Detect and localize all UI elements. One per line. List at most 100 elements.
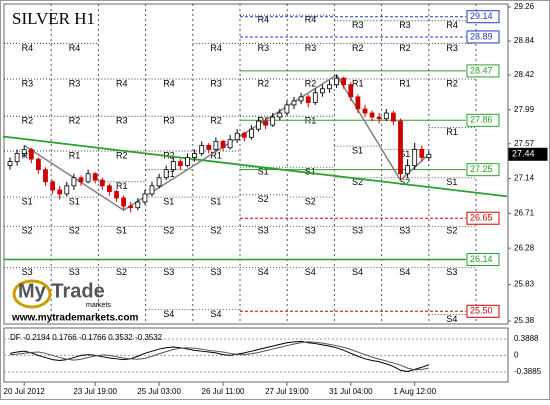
candle-body [21, 149, 27, 154]
indicator-line [9, 340, 430, 373]
candle-body [412, 149, 418, 167]
candle-body [57, 189, 63, 195]
indicator-header: DF -0.2194 0.1766 -0.1766 0.3532 -0.3532 [10, 333, 163, 342]
layer: 29.26 28.84 28.42 27.99 27.57 27.14 26.71 26.28… [2, 2, 548, 396]
level-box [466, 304, 500, 318]
candle-body [14, 153, 20, 162]
pivot-label: S3 [210, 267, 221, 277]
candle-body [405, 165, 411, 175]
candle-body [177, 161, 183, 167]
level-label: 28.47 [470, 65, 493, 75]
y-tick-label: 27.57 [514, 139, 535, 148]
candle-body [156, 177, 162, 187]
pivot-label: S4 [163, 309, 174, 319]
candle-body [7, 161, 13, 167]
level-box [466, 64, 500, 78]
candle-body [341, 77, 347, 86]
candle-body [192, 153, 198, 158]
candle-body [270, 116, 276, 126]
pivot-label: S2 [352, 177, 363, 187]
pivot-label: S1 [163, 197, 174, 207]
x-tick-label: 27 Jul 19:00 [265, 387, 309, 396]
candle-body [248, 128, 254, 138]
candle-body [362, 108, 368, 114]
pivot-label: R4 [69, 43, 81, 53]
candle-body [263, 120, 269, 126]
y-tick-label: 29.26 [514, 2, 535, 11]
y-tick-label: 25.83 [514, 280, 535, 289]
candle-body [149, 185, 155, 195]
candle-body [128, 205, 134, 209]
pivot-label: S1 [69, 197, 80, 207]
pivot-label: R1 [210, 150, 222, 160]
level-box [466, 10, 500, 24]
logo-mark [12, 279, 52, 309]
level-label: 26.14 [470, 254, 493, 264]
pivot-label: S2 [446, 226, 457, 236]
candle-body [348, 84, 354, 98]
chart-title: SILVER H1 [12, 9, 95, 28]
candle-body [163, 169, 169, 179]
candle-body [398, 120, 403, 175]
candle-body [107, 185, 112, 192]
pivot-label: S2 [305, 197, 316, 207]
pivot-label: R1 [446, 127, 458, 137]
pivot-label: R3 [399, 20, 411, 30]
candle-body [355, 96, 361, 110]
candle-body [383, 112, 389, 120]
candle-body [291, 100, 297, 106]
website: www.mytrademarkets.com [11, 313, 138, 324]
candle-body [334, 77, 340, 86]
pivot-label: R2 [352, 43, 364, 53]
main-plot [3, 3, 509, 325]
candle-body [234, 132, 240, 141]
candle-body [213, 140, 219, 150]
candle-body [241, 132, 247, 138]
pivot-label: S2 [163, 226, 174, 236]
pivot-label: S2 [258, 194, 269, 204]
candle-body [199, 144, 205, 154]
candle-body [206, 144, 212, 150]
pivot-label: S1 [352, 146, 363, 156]
pivot-label: S2 [116, 267, 127, 277]
candle-body [277, 112, 283, 118]
pivot-label: R1 [116, 181, 128, 191]
candle-body [50, 181, 55, 191]
level-box [466, 163, 500, 177]
pivot-label: R1 [399, 78, 411, 88]
pivot-label: R4 [446, 20, 458, 30]
pivot-label: S3 [258, 226, 269, 236]
candle-body [305, 96, 311, 103]
candle-body [170, 161, 176, 171]
pivot-label: S1 [22, 197, 33, 207]
candle-body [71, 177, 77, 187]
pivot-label: S4 [305, 267, 316, 277]
candle-body [28, 149, 34, 160]
pivot-label: R2 [258, 78, 270, 88]
indicator-tick-label: 0 [514, 351, 519, 360]
x-tick-label: 20 Jul 2012 [4, 387, 46, 396]
candle-body [142, 193, 148, 203]
y-tick-label: 26.28 [514, 243, 535, 252]
pivot-label: R2 [22, 116, 34, 126]
pivot-label: R3 [116, 116, 128, 126]
y-tick-label: 28.84 [514, 36, 535, 45]
candle-body [114, 191, 119, 199]
level-box [466, 211, 500, 225]
y-tick-label: 28.42 [514, 70, 535, 79]
level-label: 29.14 [470, 11, 493, 21]
pivot-label: R1 [22, 150, 34, 160]
candle-body [43, 169, 48, 183]
pivot-label: R4 [163, 78, 175, 88]
candle-body [227, 139, 233, 149]
pivot-label: S2 [22, 226, 33, 236]
level-label: 27.44 [512, 149, 535, 159]
indicator-line [9, 341, 429, 371]
pivot-label: R2 [305, 78, 317, 88]
candle-body [327, 84, 332, 90]
pivot-label: R3 [305, 43, 317, 53]
x-tick-label: 25 Jul 03:00 [137, 387, 181, 396]
pivot-label: S2 [399, 177, 410, 187]
